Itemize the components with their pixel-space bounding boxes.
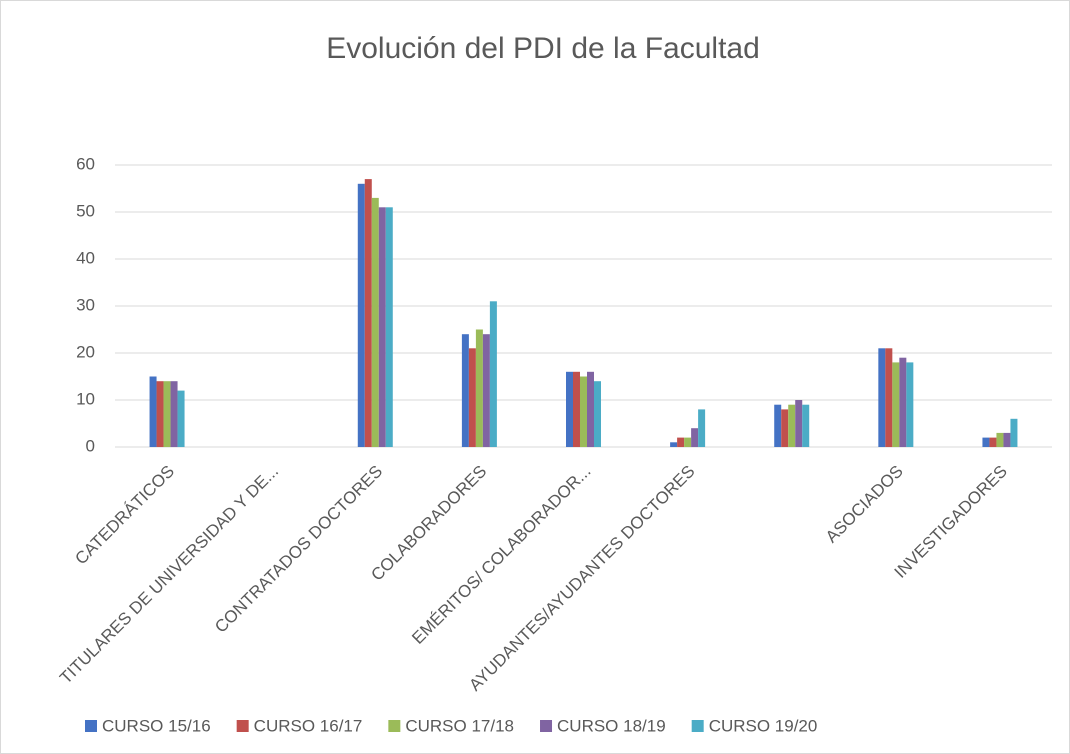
bar: [580, 376, 587, 447]
bar: [156, 381, 164, 447]
bar: [468, 348, 476, 447]
bar: [684, 437, 692, 447]
bar: [906, 362, 914, 447]
legend-swatch: [236, 720, 249, 732]
legend-label: CURSO 17/18: [405, 716, 514, 735]
legend-swatch: [691, 720, 704, 732]
legend-label: CURSO 15/16: [102, 716, 211, 735]
bar: [899, 357, 907, 447]
bar: [587, 371, 594, 447]
bar: [566, 371, 573, 447]
y-tick-label: 0: [86, 436, 95, 455]
bar: [781, 409, 789, 447]
bar: [475, 329, 483, 447]
bar: [698, 409, 706, 447]
bar: [177, 390, 185, 447]
legend-swatch: [85, 720, 97, 732]
y-tick-label: 40: [76, 248, 95, 267]
bar: [489, 301, 497, 447]
bar: [482, 334, 490, 447]
bar: [774, 404, 782, 447]
bar: [989, 437, 997, 447]
bar: [573, 371, 580, 447]
bar: [892, 362, 900, 447]
legend-label: CURSO 18/19: [557, 716, 666, 735]
bar: [996, 432, 1004, 447]
bar: [982, 437, 990, 447]
bar: [691, 428, 699, 447]
legend-label: CURSO 19/20: [709, 716, 818, 735]
bar: [163, 381, 171, 447]
bar: [364, 179, 372, 447]
legend-label: CURSO 16/17: [254, 716, 363, 735]
bar: [878, 348, 886, 447]
bar: [378, 207, 386, 447]
bar: [885, 348, 893, 447]
bar: [1010, 418, 1018, 447]
bar: [670, 442, 678, 447]
bar: [677, 437, 685, 447]
bar: [461, 334, 469, 447]
legend-swatch: [388, 720, 401, 732]
bar: [371, 197, 379, 447]
y-tick-label: 20: [76, 342, 95, 361]
y-tick-label: 50: [76, 201, 95, 220]
bar: [357, 183, 365, 448]
legend-swatch: [540, 720, 553, 732]
bar: [385, 207, 393, 447]
bar: [149, 376, 157, 447]
y-tick-label: 10: [76, 389, 95, 408]
y-tick-label: 30: [76, 295, 95, 314]
y-tick-label: 60: [76, 154, 95, 173]
bar: [788, 404, 796, 447]
bar: [1003, 432, 1011, 447]
chart-title: Evolución del PDI de la Facultad: [326, 32, 760, 65]
bar: [795, 400, 803, 447]
bar: [170, 381, 178, 447]
bar: [594, 381, 601, 447]
bar: [802, 404, 810, 447]
